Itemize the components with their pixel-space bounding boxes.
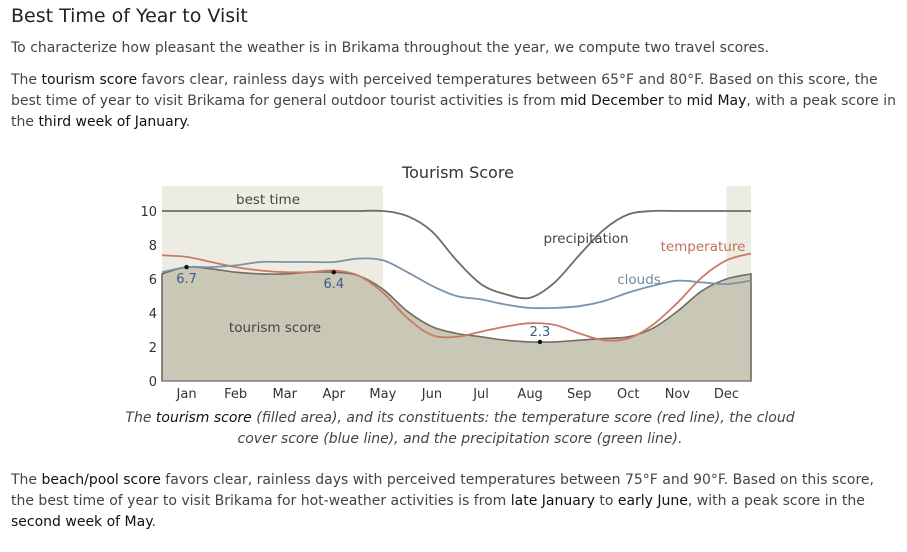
x-tick-label: Jul xyxy=(472,387,489,402)
x-tick-label: Apr xyxy=(323,387,346,402)
precipitation-label: precipitation xyxy=(543,231,628,247)
keyword-end-date: early June xyxy=(617,493,688,509)
text-run: , with a peak score in the xyxy=(11,93,896,130)
y-tick-label: 6 xyxy=(149,273,157,288)
score-point-label: 6.7 xyxy=(176,272,197,287)
y-tick-label: 0 xyxy=(149,375,157,390)
keyword-end-date: mid May xyxy=(686,93,747,109)
text-run: . xyxy=(185,114,191,130)
chart-title: Tourism Score xyxy=(401,163,514,182)
x-tick-label: Jan xyxy=(176,387,197,402)
keyword-start-date: mid December xyxy=(560,93,664,109)
text-run: to xyxy=(594,493,618,509)
score-point xyxy=(537,339,543,345)
score-point-label: 6.4 xyxy=(323,277,344,292)
text-run: The xyxy=(125,410,156,426)
page-title: Best Time of Year to Visit xyxy=(11,5,248,27)
x-tick-label: Feb xyxy=(224,387,247,402)
x-tick-label: Dec xyxy=(714,387,739,402)
y-tick-label: 8 xyxy=(149,239,157,254)
tourism-score-area xyxy=(161,266,752,382)
tourism-score-label: tourism score xyxy=(229,320,321,336)
x-tick-label: Nov xyxy=(665,387,691,402)
x-tick-label: May xyxy=(369,387,396,402)
clouds-label: clouds xyxy=(617,272,661,288)
text-run: , with a peak score in the xyxy=(687,493,865,509)
temperature-line xyxy=(161,252,752,342)
keyword-tourism-score: tourism score xyxy=(155,410,252,426)
x-tick-label: Mar xyxy=(272,387,297,402)
x-tick-label: Oct xyxy=(617,387,639,402)
tourism-score-chart: 0 2 4 6 8 10 Jan Feb Mar Apr May Jun Jul Aug Sep Oct No… xyxy=(140,163,752,402)
best-time-label: best time xyxy=(236,192,300,208)
keyword-start-date: late January xyxy=(510,493,595,509)
score-point xyxy=(184,264,189,270)
beach-score-paragraph: The beach/pool score favors clear, rainl… xyxy=(11,470,899,533)
chart-caption: The tourism score (filled area), and its… xyxy=(120,408,800,450)
text-run: The xyxy=(11,72,42,88)
keyword-beach-score: beach/pool score xyxy=(41,472,161,488)
text-run: favors clear, rainless days with perceiv… xyxy=(11,472,874,509)
tourism-score-paragraph: The tourism score favors clear, rainless… xyxy=(11,70,899,133)
keyword-peak: third week of January xyxy=(38,114,186,130)
x-tick-label: Sep xyxy=(567,387,592,402)
temperature-label: temperature xyxy=(661,239,746,255)
clouds-line xyxy=(161,257,752,310)
text-run: The xyxy=(11,472,42,488)
text-run: . xyxy=(151,514,156,530)
y-tick-label: 4 xyxy=(149,307,157,322)
y-tick-label: 10 xyxy=(140,205,157,220)
x-tick-label: Jun xyxy=(421,387,442,402)
score-point xyxy=(331,270,336,275)
y-tick-label: 2 xyxy=(149,341,157,356)
precipitation-line xyxy=(161,209,751,300)
intro-paragraph: To characterize how pleasant the weather… xyxy=(11,40,770,56)
text-run: (filled area), and its constituents: the… xyxy=(237,410,795,447)
score-point-label: 2.3 xyxy=(530,325,551,340)
text-run: favors clear, rainless days with perceiv… xyxy=(11,72,878,109)
x-tick-label: Aug xyxy=(517,387,542,402)
keyword-peak: second week of May xyxy=(11,514,152,530)
text-run: to xyxy=(663,93,687,109)
keyword-tourism-score: tourism score xyxy=(41,72,138,88)
